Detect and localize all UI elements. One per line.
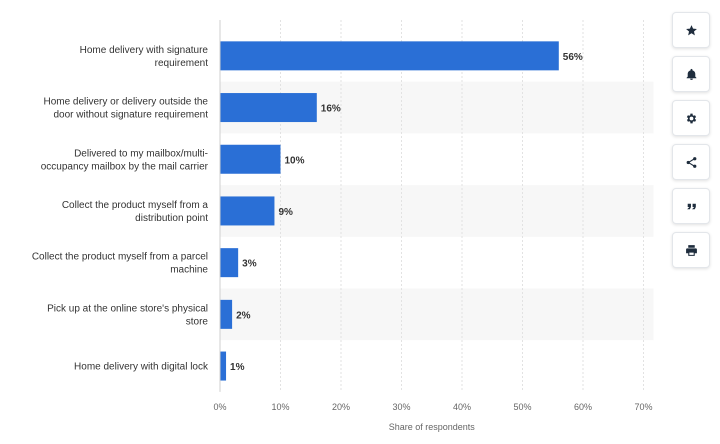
data-label: 2% — [236, 310, 251, 321]
share-button[interactable] — [672, 144, 710, 180]
row-band — [220, 288, 654, 341]
category-label: store — [186, 316, 209, 327]
quote-icon — [686, 203, 696, 209]
bar — [220, 93, 317, 123]
bar — [220, 299, 233, 329]
favorite-button[interactable] — [672, 12, 710, 48]
star-icon — [685, 24, 697, 35]
settings-button[interactable] — [672, 100, 710, 136]
category-label: Home delivery with signature — [80, 45, 209, 56]
bar — [220, 351, 227, 381]
x-axis-title: Share of respondents — [389, 422, 476, 432]
data-label: 1% — [230, 362, 245, 373]
category-label: Pick up at the online store's physical — [47, 303, 208, 314]
category-label: Collect the product myself from a parcel — [32, 252, 208, 263]
category-label: requirement — [155, 58, 209, 69]
chart-toolbar — [672, 12, 710, 268]
bell-icon — [686, 68, 696, 80]
category-label: Home delivery with digital lock — [74, 362, 209, 373]
data-label: 16% — [321, 104, 341, 115]
data-label: 3% — [242, 259, 257, 270]
notification-button[interactable] — [672, 56, 710, 92]
bar — [220, 248, 239, 278]
share-icon — [686, 156, 696, 168]
x-tick-label: 70% — [634, 402, 652, 412]
x-tick-label: 40% — [453, 402, 471, 412]
cite-button[interactable] — [672, 188, 710, 224]
bar — [220, 144, 281, 174]
category-label: distribution point — [135, 213, 208, 224]
bar-chart: Home delivery with signature requirement 5… — [32, 20, 654, 432]
row-band — [220, 185, 654, 237]
print-button[interactable] — [672, 232, 710, 268]
category-label: Home delivery or delivery outside the — [43, 97, 208, 108]
print-icon — [685, 244, 697, 256]
category-label: machine — [170, 265, 208, 276]
x-tick-label: 0% — [213, 402, 226, 412]
x-tick-label: 20% — [332, 402, 350, 412]
data-label: 9% — [278, 207, 293, 218]
category-label: door without signature requirement — [53, 110, 208, 121]
bar — [220, 41, 559, 71]
x-tick-label: 50% — [513, 402, 531, 412]
gear-icon — [686, 113, 696, 123]
data-label: 56% — [563, 52, 583, 63]
data-label: 10% — [285, 155, 305, 166]
bar — [220, 196, 275, 226]
category-label: Collect the product myself from a — [62, 200, 209, 211]
x-tick-label: 10% — [271, 402, 289, 412]
x-tick-label: 60% — [574, 402, 592, 412]
category-label: Delivered to my mailbox/multi- — [74, 148, 208, 159]
category-label: occupancy mailbox by the mail carrier — [41, 161, 209, 172]
x-tick-label: 30% — [392, 402, 410, 412]
